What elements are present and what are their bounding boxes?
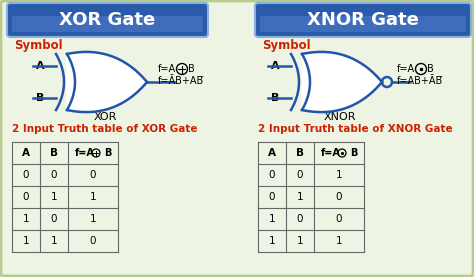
Text: 1: 1 [297,236,303,246]
Text: XNOR Gate: XNOR Gate [307,11,419,29]
Text: 2 Input Truth table of XNOR Gate: 2 Input Truth table of XNOR Gate [258,124,453,134]
Text: 1: 1 [90,214,96,224]
Text: 1: 1 [269,236,275,246]
Text: f=AB+ĀB̅: f=AB+ĀB̅ [397,76,443,86]
Text: 1: 1 [23,236,29,246]
Text: 1: 1 [51,236,57,246]
Text: 2 Input Truth table of XOR Gate: 2 Input Truth table of XOR Gate [12,124,198,134]
Text: A: A [22,148,30,158]
Text: f=A: f=A [75,148,95,158]
Text: f=A: f=A [321,148,341,158]
Text: 1: 1 [336,236,342,246]
Text: B: B [36,93,45,103]
Text: XOR Gate: XOR Gate [59,11,155,29]
Text: 0: 0 [336,214,342,224]
Text: B: B [350,148,358,158]
FancyBboxPatch shape [255,3,471,37]
Text: 0: 0 [269,170,275,180]
Text: B: B [271,93,279,103]
Polygon shape [302,52,382,112]
FancyBboxPatch shape [260,16,466,32]
Text: Symbol: Symbol [262,39,310,52]
Text: 1: 1 [297,192,303,202]
Text: B: B [296,148,304,158]
Text: Symbol: Symbol [14,39,63,52]
Text: 0: 0 [90,236,96,246]
Text: 1: 1 [23,214,29,224]
Text: f=ĀB+AB̅: f=ĀB+AB̅ [158,76,204,86]
Text: 1: 1 [51,192,57,202]
Text: 1: 1 [336,170,342,180]
Text: A: A [36,61,45,71]
Text: 0: 0 [51,170,57,180]
Text: 1: 1 [90,192,96,202]
Text: 0: 0 [336,192,342,202]
FancyBboxPatch shape [7,3,208,37]
Text: 0: 0 [269,192,275,202]
Text: f=A: f=A [158,64,176,74]
Text: 0: 0 [297,170,303,180]
Text: XOR: XOR [93,112,117,122]
Text: 0: 0 [297,214,303,224]
Text: 0: 0 [23,170,29,180]
Text: B: B [50,148,58,158]
Text: 0: 0 [51,214,57,224]
Text: 0: 0 [90,170,96,180]
Text: XNOR: XNOR [324,112,356,122]
Text: 1: 1 [269,214,275,224]
Text: B: B [104,148,112,158]
Text: f=A: f=A [397,64,415,74]
Text: A: A [268,148,276,158]
Text: B: B [427,64,434,74]
Polygon shape [67,52,147,112]
Text: A: A [271,61,280,71]
FancyBboxPatch shape [12,16,203,32]
Text: B: B [188,64,195,74]
Text: 0: 0 [23,192,29,202]
